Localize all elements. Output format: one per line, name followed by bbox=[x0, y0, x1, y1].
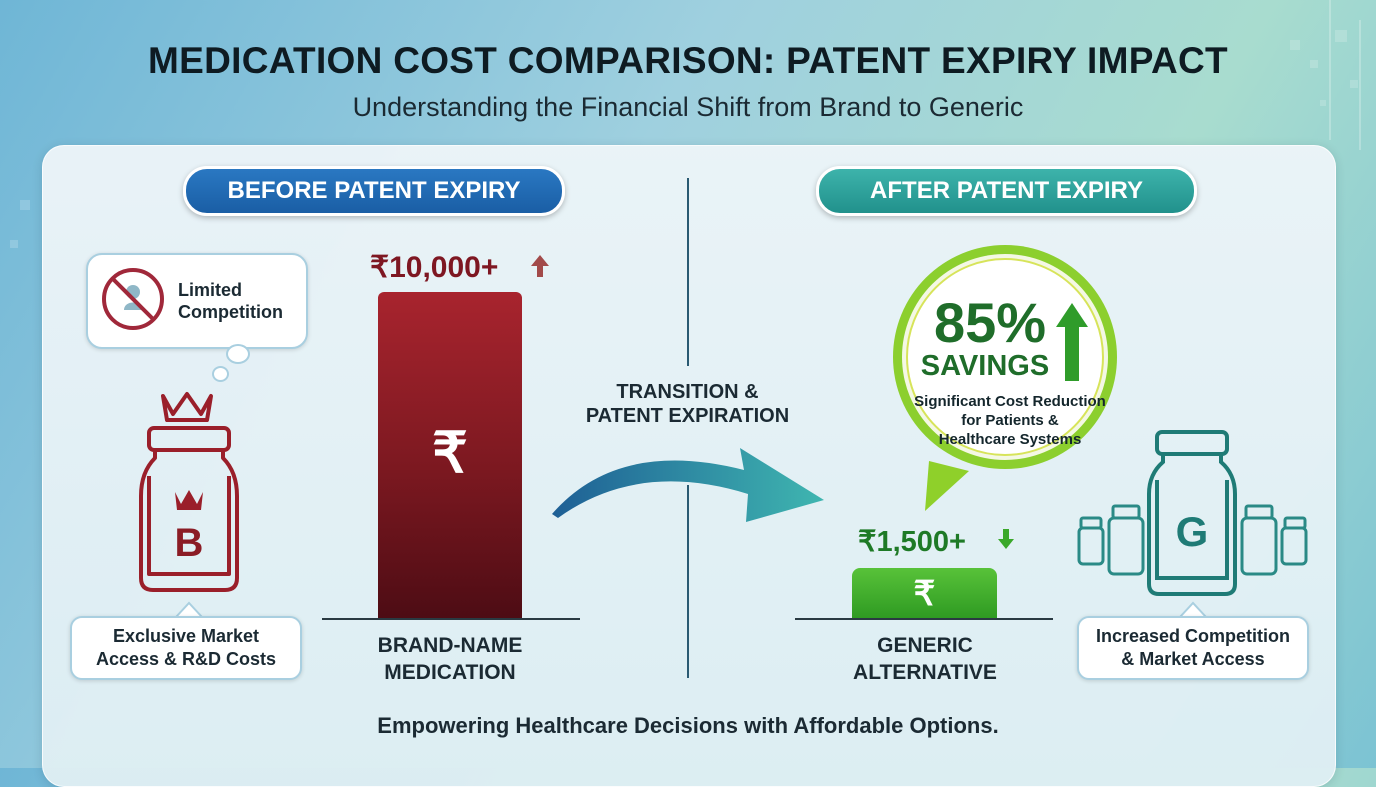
generic-price-value: ₹1,500+ bbox=[858, 526, 966, 558]
exclusive-market-info: Exclusive Market Access & R&D Costs bbox=[70, 616, 302, 680]
transition-arrow-icon bbox=[552, 448, 824, 522]
info-pointer bbox=[175, 601, 203, 618]
footer-tagline: Empowering Healthcare Decisions with Aff… bbox=[377, 713, 999, 738]
center-divider-bottom bbox=[687, 485, 689, 678]
small-vial-icon bbox=[1240, 504, 1278, 576]
crown-icon bbox=[161, 392, 213, 422]
center-divider-top bbox=[687, 178, 689, 366]
generic-price: ₹1,500+ bbox=[858, 524, 966, 559]
increased-competition-info: Increased Competition & Market Access bbox=[1077, 616, 1309, 680]
bubble-text: Limited Competition bbox=[178, 280, 283, 322]
down-arrow-icon bbox=[998, 529, 1014, 549]
generic-baseline bbox=[795, 618, 1053, 620]
savings-badge bbox=[893, 245, 1117, 511]
savings-label: SAVINGS bbox=[920, 350, 1050, 382]
small-vial-icon bbox=[1107, 504, 1145, 576]
up-arrow-icon bbox=[531, 255, 549, 277]
brand-bar-rupee: ₹ bbox=[432, 421, 468, 484]
before-heading: BEFORE PATENT EXPIRY bbox=[183, 166, 565, 216]
small-vial-icon bbox=[1077, 516, 1105, 566]
savings-percent: 85% bbox=[933, 291, 1047, 354]
after-heading: AFTER PATENT EXPIRY bbox=[816, 166, 1197, 216]
brand-caption: BRAND-NAME MEDICATION bbox=[377, 634, 523, 684]
brand-price: ₹10,000+ bbox=[370, 250, 498, 285]
brand-bottle-letter: B bbox=[175, 521, 204, 565]
page-title: MEDICATION COST COMPARISON: PATENT EXPIR… bbox=[148, 40, 1228, 81]
savings-up-arrow-icon bbox=[1056, 303, 1088, 381]
brand-baseline bbox=[322, 618, 580, 620]
brand-bottle-icon: B bbox=[139, 392, 239, 592]
brand-price-bar bbox=[378, 292, 522, 619]
savings-description: Significant Cost Reduction for Patients … bbox=[914, 393, 1106, 448]
info-pointer bbox=[1179, 601, 1207, 618]
generic-bar-rupee: ₹ bbox=[913, 575, 936, 613]
generic-bottles-group: G bbox=[1077, 430, 1308, 596]
generic-price-bar bbox=[852, 568, 997, 619]
generic-bottle-letter: G bbox=[1176, 508, 1209, 555]
no-competition-icon bbox=[102, 268, 164, 330]
generic-bottle-icon bbox=[1147, 430, 1237, 596]
bubble-dot bbox=[226, 344, 250, 364]
limited-competition-bubble bbox=[86, 253, 308, 349]
generic-caption: GENERIC ALTERNATIVE bbox=[853, 634, 997, 684]
brand-price-value: ₹10,000+ bbox=[370, 251, 499, 284]
bubble-dot bbox=[212, 366, 229, 382]
page-subtitle: Understanding the Financial Shift from B… bbox=[352, 92, 1024, 122]
small-vial-icon bbox=[1280, 516, 1308, 566]
transition-label: TRANSITION & PATENT EXPIRATION bbox=[585, 381, 790, 427]
